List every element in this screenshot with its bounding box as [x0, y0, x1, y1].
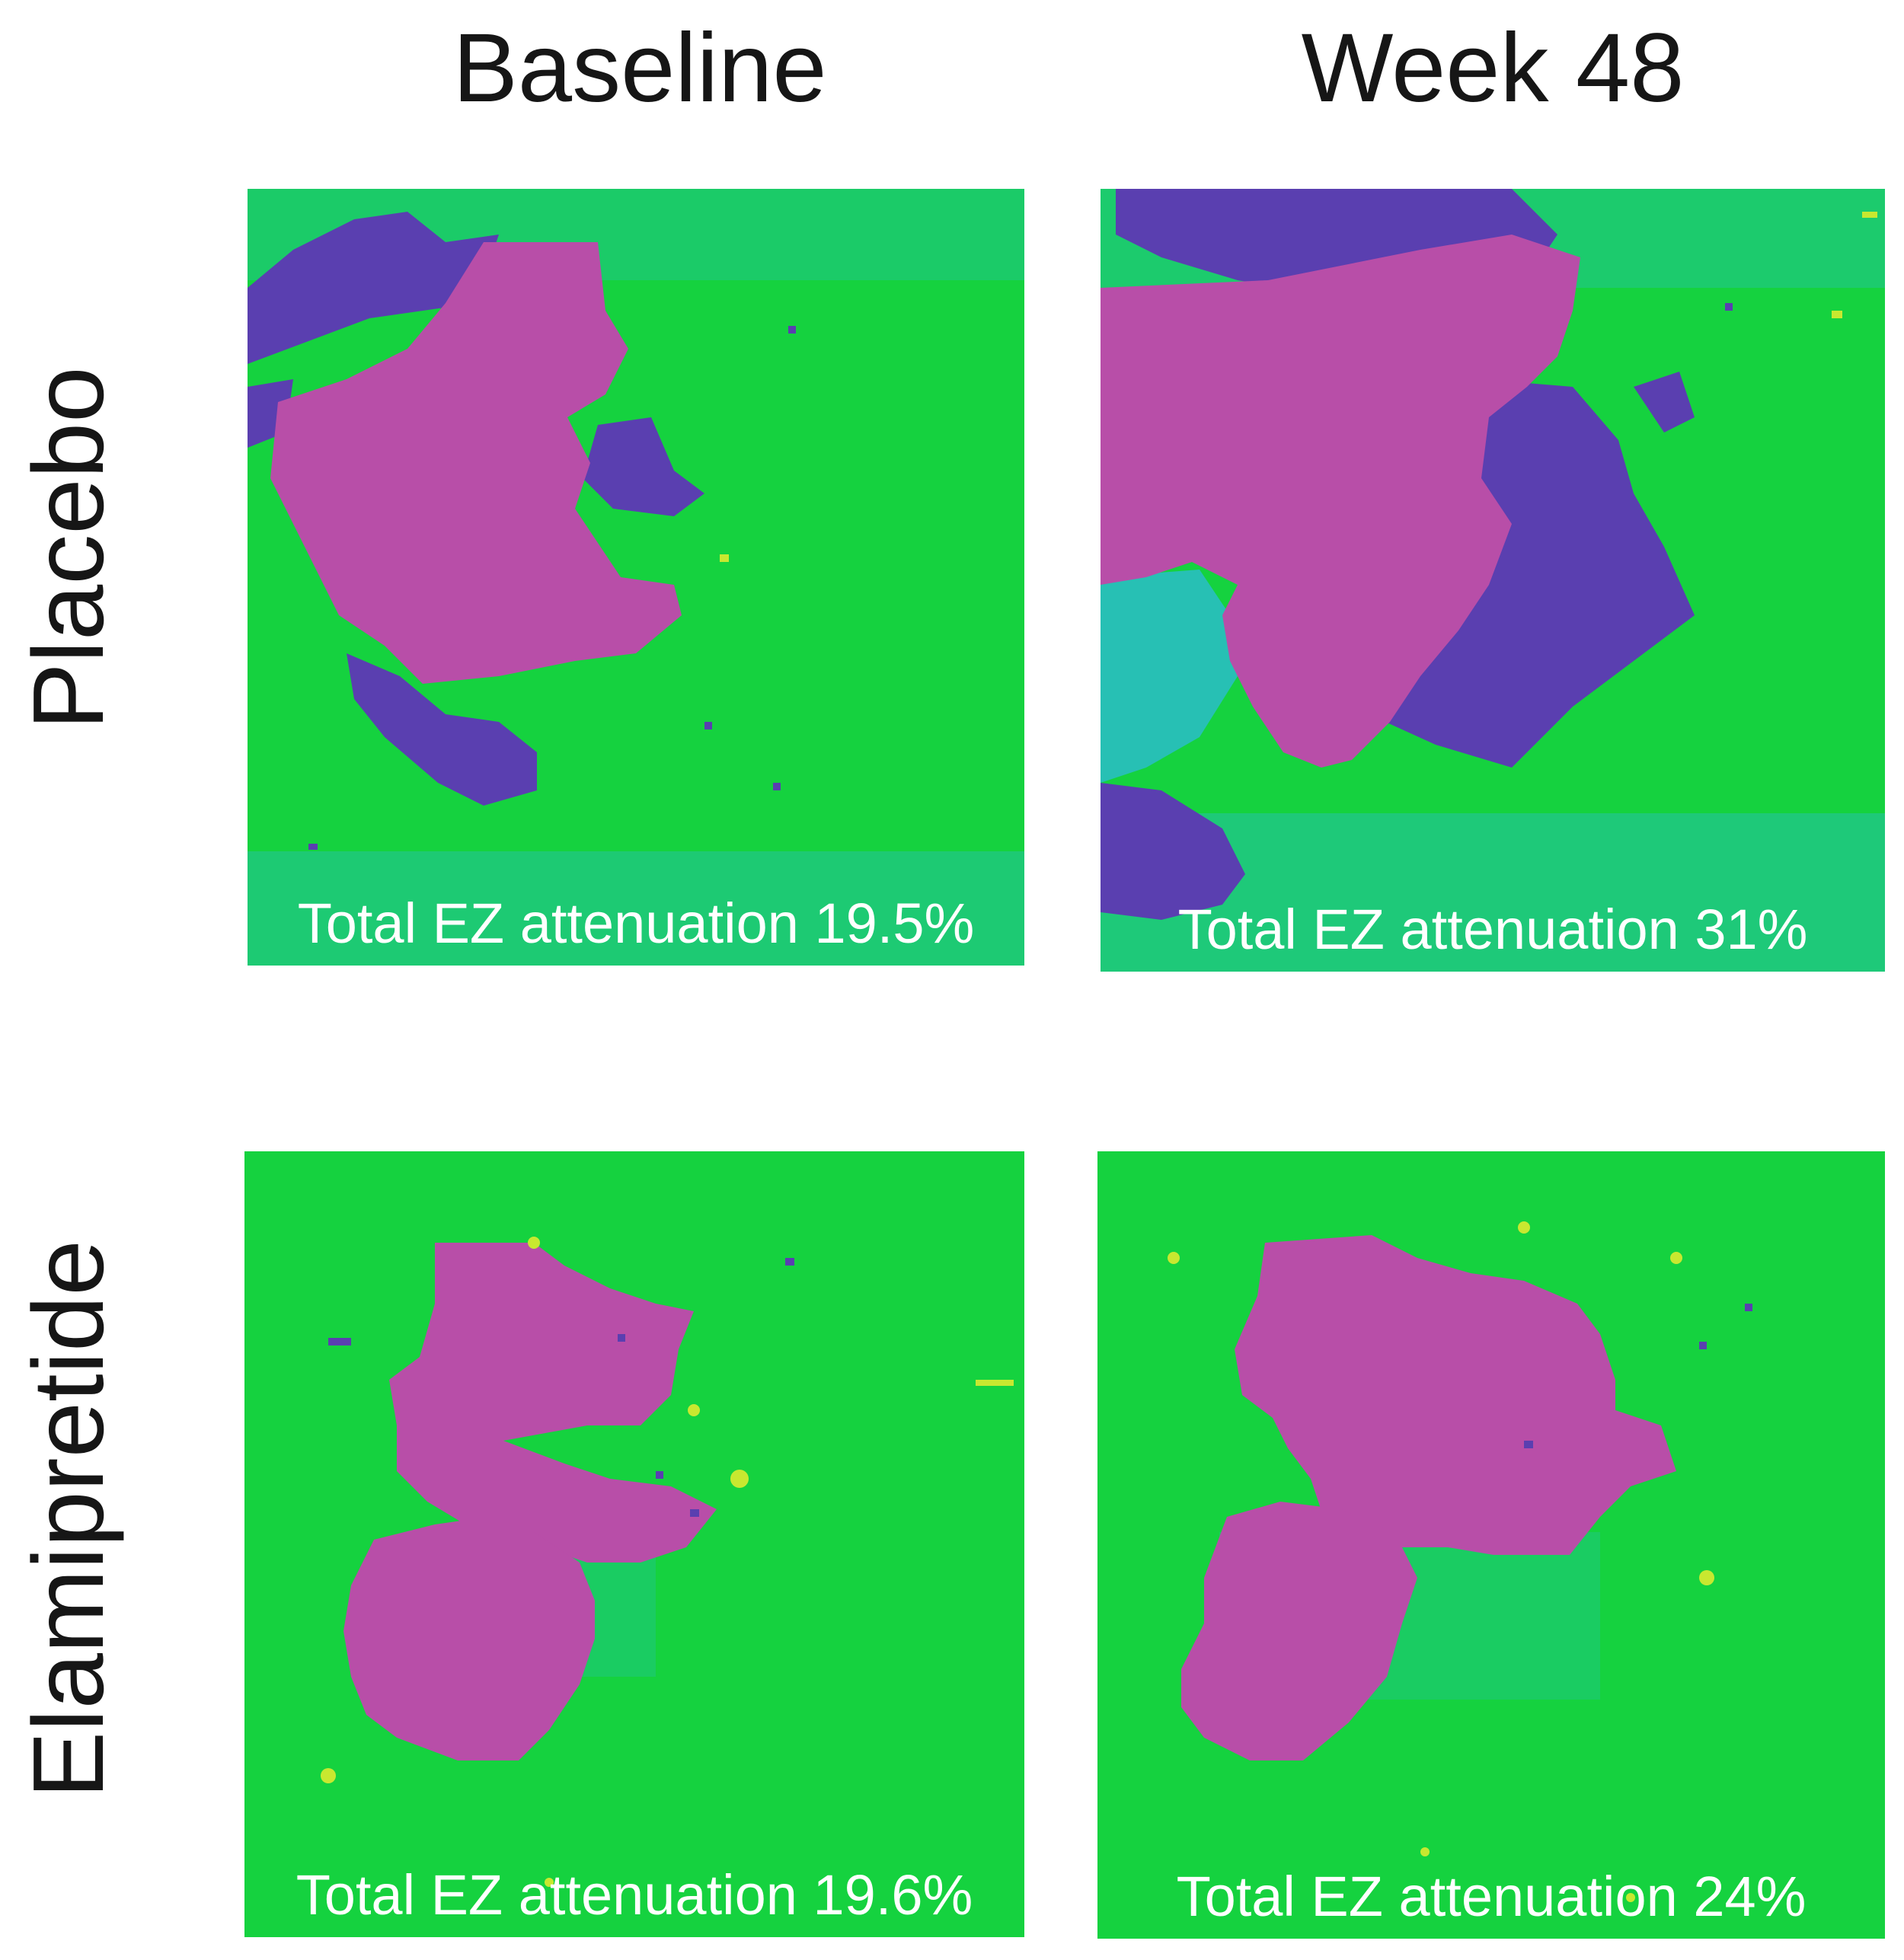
ez-attenuation-map: [244, 1151, 1024, 1937]
ez-attenuation-map: [248, 189, 1024, 966]
column-header-baseline: Baseline: [452, 14, 827, 123]
ez-attenuation-map: [1097, 1151, 1885, 1939]
row-label-placebo: Placebo: [12, 366, 124, 730]
panel-caption: Total EZ attenuation 19.5%: [297, 892, 975, 955]
panel-caption: Total EZ attenuation 19.6%: [296, 1863, 973, 1926]
row-label-elamipretide: Elamipretide: [12, 1240, 124, 1799]
column-header-week-48: Week 48: [1301, 14, 1685, 123]
ez-map-placebo-baseline: Total EZ attenuation 19.5%: [248, 189, 1024, 966]
ez-attenuation-map: [1101, 189, 1885, 972]
panel-caption: Total EZ attenuation 31%: [1177, 898, 1808, 961]
ez-map-elamipretide-baseline: Total EZ attenuation 19.6%: [244, 1151, 1024, 1937]
panel-caption: Total EZ attenuation 24%: [1176, 1865, 1807, 1928]
ez-map-placebo-week-48: Total EZ attenuation 31%: [1101, 189, 1885, 972]
ez-map-elamipretide-week-48: Total EZ attenuation 24%: [1097, 1151, 1885, 1939]
